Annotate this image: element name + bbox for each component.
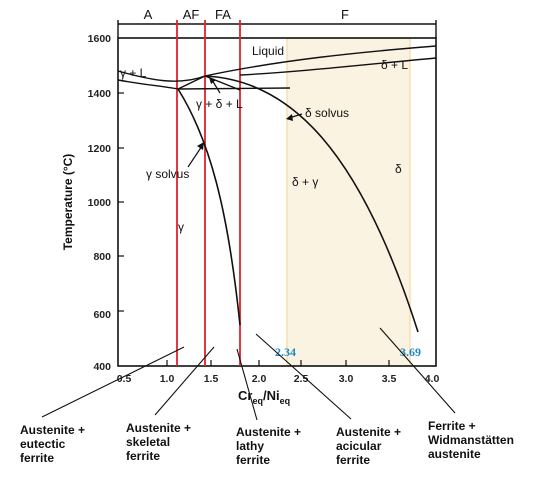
y-tick-label: 800	[93, 251, 111, 263]
phase-label-gamma: γ	[178, 220, 184, 234]
liquidus-left-curve	[117, 70, 206, 82]
phase-label-delta-gamma: δ + γ	[292, 175, 318, 189]
x-tick-label: 2.0	[252, 373, 267, 385]
x-axis-ticks: 0.5 1.0 1.5 2.0 2.5 3.0 3.5 4.0	[117, 373, 440, 385]
region-label-f: F	[341, 7, 349, 22]
y-tick-label: 1000	[88, 197, 112, 209]
callout-austenite-lathy: Austenite + lathy ferrite	[236, 425, 304, 467]
ferrite-highlight-band	[286, 37, 411, 367]
y-axis-ticks: 400 600 800 1000 1200 1400 1600	[88, 33, 112, 373]
marker-value-3-69: 3.69	[400, 345, 421, 359]
x-axis-tick-marks	[166, 360, 390, 366]
y-tick-label: 400	[93, 361, 111, 373]
gamma-solvus-curve	[177, 88, 241, 326]
y-tick-label: 1200	[88, 143, 112, 155]
callout-austenite-skeletal: Austenite + skeletal ferrite	[126, 421, 194, 463]
callout-austenite-acicular: Austenite + acicular ferrite	[336, 425, 404, 467]
leader-austenite-skeletal	[154, 346, 215, 416]
liquidus-upper-curve	[204, 45, 437, 77]
leader-austenite-eutectic	[41, 346, 185, 418]
phase-label-delta-solvus: δ solvus	[305, 106, 349, 120]
gamma-solvus-arrow	[187, 145, 203, 168]
y-tick-label: 600	[93, 309, 111, 321]
phase-label-delta-l: δ + L	[381, 58, 408, 72]
x-axis-title: Creq/Nieq	[238, 388, 290, 406]
x-tick-label: 2.5	[294, 373, 309, 385]
region-label-a: A	[144, 7, 153, 22]
phase-label-delta: δ	[395, 162, 402, 176]
gamma-delta-l-arrowhead	[209, 77, 216, 84]
x-tick-label: 4.0	[425, 373, 440, 385]
region-label-af: AF	[183, 7, 200, 22]
x-tick-label: 3.0	[339, 373, 354, 385]
gamma-delta-l-arrow	[211, 79, 221, 94]
leader-austenite-lathy	[236, 348, 258, 421]
gamma-solvus-arrowhead	[197, 142, 204, 150]
phase-label-gamma-delta-l: γ + δ + L	[196, 97, 243, 111]
marker-value-2-34: 2.34	[275, 345, 296, 359]
callout-leaders	[41, 327, 456, 421]
solidus-upper-right-curve	[239, 57, 437, 76]
x-tick-label: 0.5	[117, 373, 132, 385]
x-tick-label: 1.5	[204, 373, 219, 385]
y-tick-label: 1600	[88, 33, 112, 45]
callout-ferrite-widmanstatten: Ferrite + Widmanstätten austenite	[428, 419, 517, 461]
y-axis-title: Temperature (°C)	[61, 154, 75, 251]
delta-solvus-curve	[204, 75, 419, 333]
leader-ferrite-widmanstatten	[379, 327, 456, 414]
region-label-fa: FA	[215, 7, 231, 22]
solidus-left-curve	[117, 79, 179, 90]
phase-label-gamma-solvus: γ solvus	[146, 167, 189, 181]
phase-label-liquid: Liquid	[252, 44, 284, 58]
peritectic-line	[177, 87, 291, 90]
callout-austenite-eutectic: Austenite + eutectic ferrite	[20, 423, 88, 465]
y-tick-label: 1400	[88, 88, 112, 100]
x-tick-label: 1.0	[160, 373, 175, 385]
x-tick-label: 3.5	[382, 373, 397, 385]
phase-label-gamma-l: γ + L	[120, 66, 147, 80]
leader-austenite-acicular	[255, 333, 352, 420]
delta-solvus-arrowhead	[286, 114, 293, 121]
y-axis-tick-marks	[118, 92, 124, 312]
